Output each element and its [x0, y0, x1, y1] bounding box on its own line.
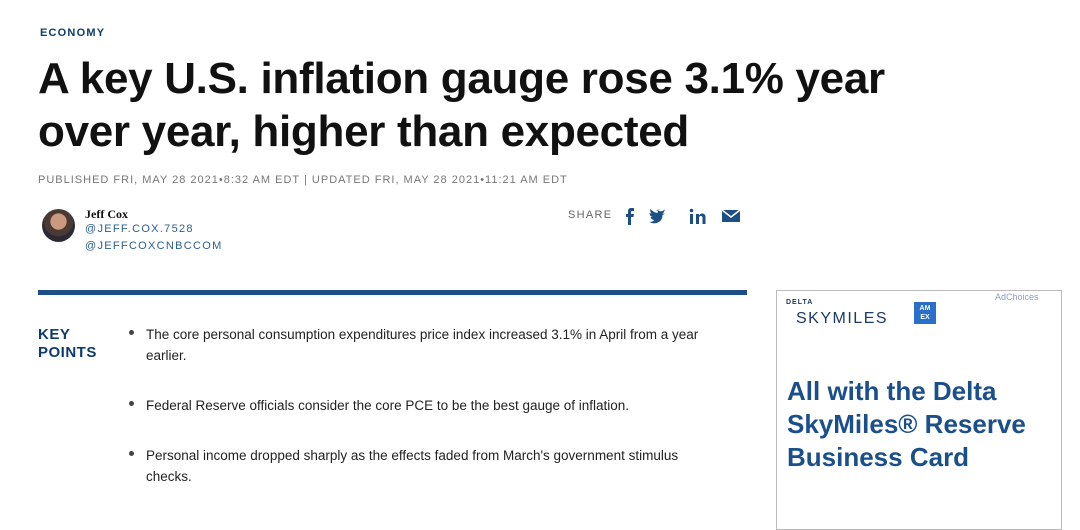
mail-icon[interactable] — [721, 209, 741, 222]
headline: A key U.S. inflation gauge rose 3.1% yea… — [38, 54, 885, 156]
ad-choices[interactable]: AdChoices — [995, 292, 1039, 302]
ad-headline[interactable]: All with the Delta SkyMiles® Reserve Bus… — [787, 376, 1026, 472]
page: ECONOMY A key U.S. inflation gauge rose … — [38, 27, 1062, 530]
facebook-icon[interactable] — [626, 208, 634, 225]
ad-brand-top: DELTA — [786, 299, 814, 306]
card-logo-text: AM — [919, 305, 931, 312]
author-handle[interactable]: @JEFF.COX.7528 — [85, 223, 194, 235]
share-label: SHARE — [568, 209, 613, 221]
ad-brand: SKYMILES — [796, 310, 889, 327]
twitter-icon[interactable] — [649, 209, 666, 224]
key-point: The core personal consumption expenditur… — [129, 324, 706, 366]
share-icons — [626, 208, 741, 225]
key-point: Personal income dropped sharply as the e… — [129, 445, 706, 487]
dateline: PUBLISHED FRI, MAY 28 2021•8:32 AM EDT |… — [38, 174, 568, 186]
author-avatar[interactable] — [42, 209, 75, 242]
key-point: Federal Reserve officials consider the c… — [129, 395, 706, 416]
key-points-label: KEY POINTS — [38, 326, 97, 361]
author-handle[interactable]: @JEFFCOXCNBCCOM — [85, 240, 223, 252]
divider — [38, 290, 747, 295]
author-name[interactable]: Jeff Cox — [85, 207, 128, 221]
card-logo: AM EX — [914, 302, 936, 324]
card-logo-text: EX — [920, 314, 930, 321]
section-label[interactable]: ECONOMY — [40, 27, 106, 39]
linkedin-icon[interactable] — [689, 208, 706, 224]
